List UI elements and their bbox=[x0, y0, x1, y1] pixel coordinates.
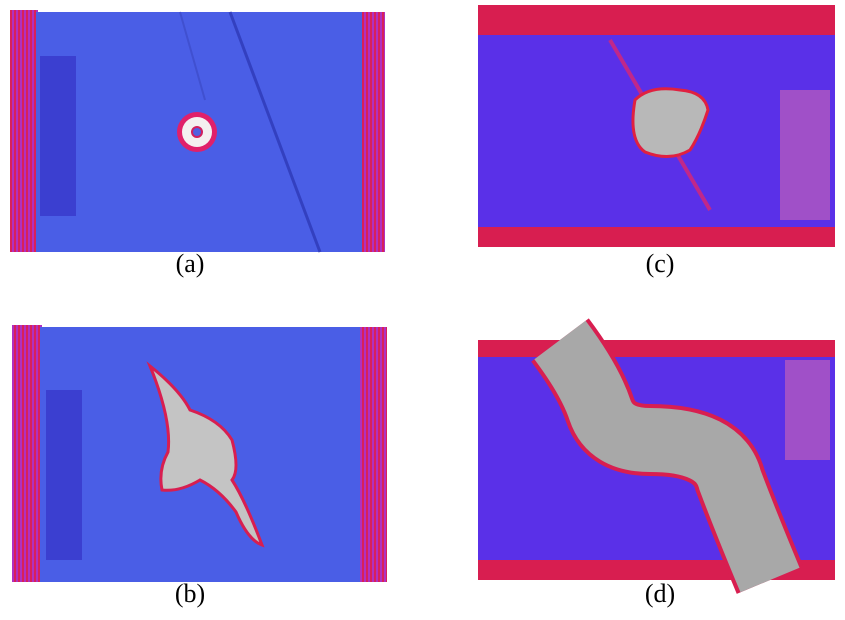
panel-c-image bbox=[478, 5, 835, 247]
panel-label: (b) bbox=[175, 579, 205, 608]
panel-b-image bbox=[12, 325, 387, 582]
panel-d-image bbox=[478, 318, 835, 594]
panel-label: (c) bbox=[646, 249, 675, 278]
panel-label: (d) bbox=[645, 579, 675, 608]
panel-a-image bbox=[10, 10, 385, 253]
panel-label: (a) bbox=[176, 249, 205, 278]
